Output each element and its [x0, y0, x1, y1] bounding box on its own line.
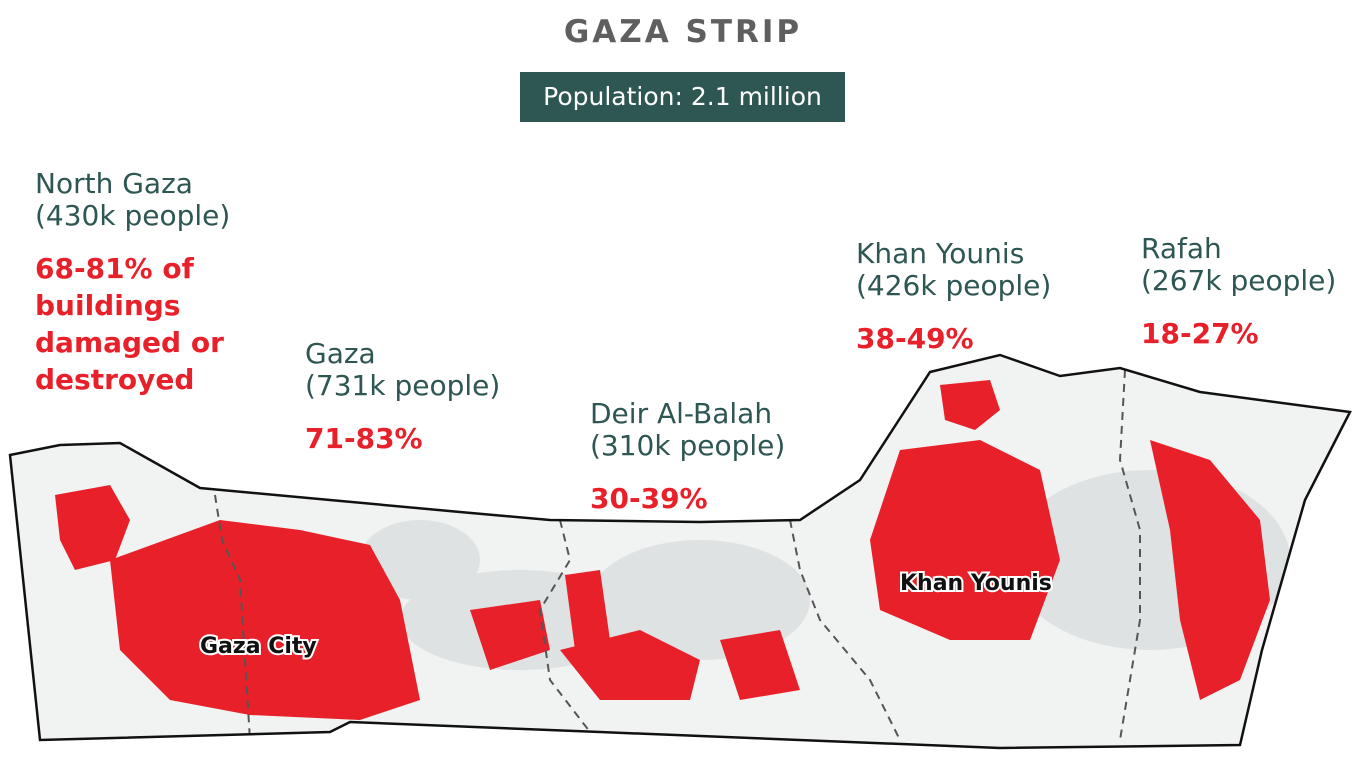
region-block: North Gaza (430k people) 68-81% of build… [35, 168, 235, 398]
title: GAZA STRIP [563, 14, 803, 50]
region-damage: 30-39% [590, 482, 708, 515]
region-block: Deir Al-Balah (310k people) 30-39% [590, 398, 785, 517]
region-people: (426k people) [856, 269, 1052, 302]
region-damage: 68-81% of buildings damaged or destroyed [35, 252, 224, 396]
region-people: (731k people) [305, 369, 501, 402]
city-label: Gaza City [198, 632, 319, 661]
region-people: (310k people) [590, 429, 786, 462]
region-damage: 18-27% [1141, 317, 1259, 350]
region-name: Rafah [1141, 232, 1222, 265]
region-block: Gaza (731k people) 71-83% [305, 338, 500, 457]
region-name: North Gaza [35, 167, 193, 200]
region-name: Deir Al-Balah [590, 397, 773, 430]
region-name: Khan Younis [856, 237, 1025, 270]
region-block: Khan Younis (426k people) 38-49% [856, 238, 1051, 357]
region-people: (430k people) [35, 199, 231, 232]
region-people: (267k people) [1141, 264, 1337, 297]
city-label: Khan Younis [898, 569, 1054, 598]
region-name: Gaza [305, 337, 376, 370]
strip-outline [8, 353, 1352, 750]
region-damage: 71-83% [305, 422, 423, 455]
region-block: Rafah (267k people) 18-27% [1141, 233, 1336, 352]
region-damage: 38-49% [856, 322, 974, 355]
population-badge: Population: 2.1 million [520, 72, 845, 122]
